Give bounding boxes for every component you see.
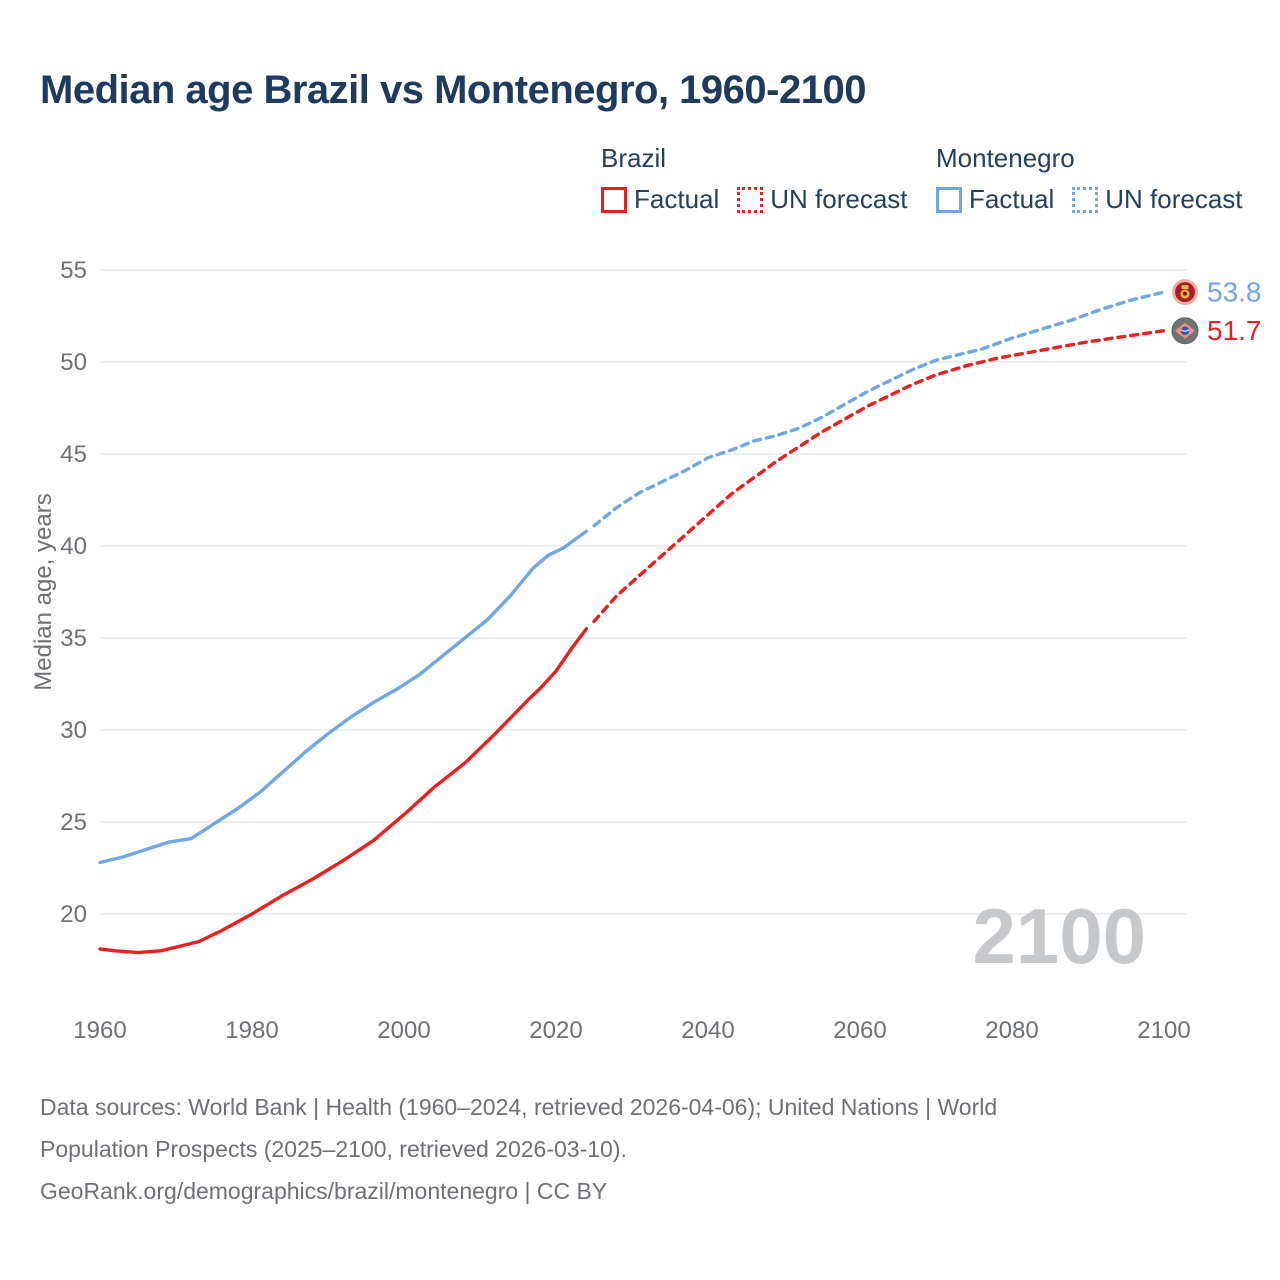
series-montenegro-un-forecast (592, 290, 1166, 528)
flag-badge-brazil (1171, 317, 1199, 345)
x-tick-label: 1980 (225, 1017, 278, 1044)
y-tick-label: 35 (60, 625, 87, 652)
data-sources-footer: Data sources: World Bank | Health (1960–… (40, 1086, 997, 1212)
series-brazil-un-forecast (592, 329, 1166, 624)
footer-line-2: Population Prospects (2025–2100, retriev… (40, 1136, 627, 1162)
legend-swatch-montenegro-factual (936, 186, 962, 213)
x-tick-label: 1960 (73, 1017, 126, 1044)
series-montenegro-factual (98, 529, 589, 865)
x-tick-label: 2040 (681, 1017, 734, 1044)
x-tick-label: 2080 (985, 1017, 1038, 1044)
legend-label-brazil-forecast: UN forecast (770, 184, 908, 214)
footer-line-3: GeoRank.org/demographics/brazil/monteneg… (40, 1178, 608, 1204)
y-tick-label: 30 (60, 717, 87, 744)
legend-group-brazil: Brazil Factual UN forecast (601, 143, 908, 215)
footer-line-1: Data sources: World Bank | Health (1960–… (40, 1094, 998, 1120)
legend-swatch-brazil-forecast (737, 186, 764, 213)
legend-label-brazil-factual: Factual (634, 184, 720, 214)
x-tick-label: 2020 (529, 1017, 582, 1044)
legend-group-title-montenegro: Montenegro (936, 143, 1075, 173)
legend-label-montenegro-forecast: UN forecast (1105, 184, 1243, 214)
watermark-year: 2100 (972, 892, 1146, 980)
median-age-line-chart: 20 25 30 35 40 45 50 55 1960 1980 2000 2020 2040 2060… (60, 257, 1262, 1044)
x-tick-label: 2100 (1137, 1017, 1190, 1044)
y-tick-label: 40 (60, 533, 87, 560)
x-tick-label: 2000 (377, 1017, 430, 1044)
y-tick-label: 55 (60, 257, 87, 284)
y-tick-label: 45 (60, 441, 87, 468)
chart-legend: Brazil Factual UN forecast Montenegro Fa… (0, 0, 1280, 230)
y-tick-label: 20 (60, 901, 87, 928)
flag-badge-montenegro (1172, 279, 1198, 306)
legend-swatch-brazil-factual (601, 186, 627, 213)
end-value-label-brazil: 51.7 (1207, 315, 1262, 346)
y-tick-label: 25 (60, 809, 87, 836)
legend-group-montenegro: Montenegro Factual UN forecast (936, 143, 1243, 215)
chart-title: Median age Brazil vs Montenegro, 1960-21… (40, 68, 866, 112)
series-brazil-factual (98, 627, 589, 955)
end-value-label-montenegro: 53.8 (1207, 277, 1262, 308)
legend-label-montenegro-factual: Factual (969, 184, 1055, 214)
legend-group-title-brazil: Brazil (601, 143, 667, 173)
y-tick-label: 50 (60, 349, 87, 376)
legend-swatch-montenegro-forecast (1072, 186, 1099, 213)
x-tick-label: 2060 (833, 1017, 886, 1044)
